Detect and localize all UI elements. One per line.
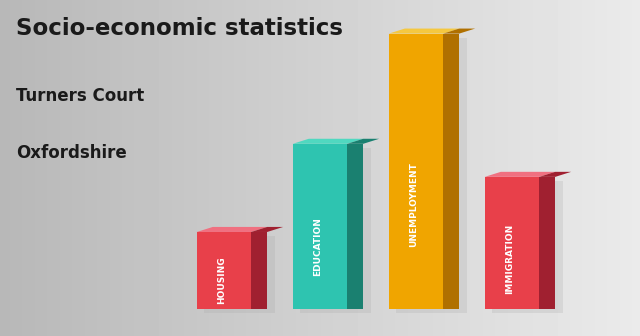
Polygon shape: [347, 144, 364, 309]
Polygon shape: [540, 172, 572, 177]
Polygon shape: [485, 177, 540, 309]
Polygon shape: [485, 172, 556, 177]
Polygon shape: [251, 232, 268, 309]
Text: IMMIGRATION: IMMIGRATION: [505, 224, 514, 294]
Polygon shape: [347, 139, 380, 144]
Polygon shape: [443, 29, 476, 34]
Polygon shape: [293, 139, 364, 144]
Polygon shape: [397, 38, 467, 313]
Polygon shape: [493, 181, 563, 313]
Polygon shape: [443, 34, 460, 309]
Text: Oxfordshire: Oxfordshire: [16, 144, 127, 163]
Text: EDUCATION: EDUCATION: [313, 217, 322, 276]
Text: Socio-economic statistics: Socio-economic statistics: [16, 17, 343, 40]
Polygon shape: [301, 148, 371, 313]
Text: Turners Court: Turners Court: [16, 87, 144, 106]
Polygon shape: [197, 232, 251, 309]
Polygon shape: [389, 29, 460, 34]
Polygon shape: [205, 236, 275, 313]
Polygon shape: [251, 227, 283, 232]
Polygon shape: [540, 177, 556, 309]
Text: UNEMPLOYMENT: UNEMPLOYMENT: [409, 162, 418, 247]
Polygon shape: [389, 34, 443, 309]
Polygon shape: [293, 144, 347, 309]
Text: HOUSING: HOUSING: [217, 256, 226, 304]
Polygon shape: [197, 227, 268, 232]
